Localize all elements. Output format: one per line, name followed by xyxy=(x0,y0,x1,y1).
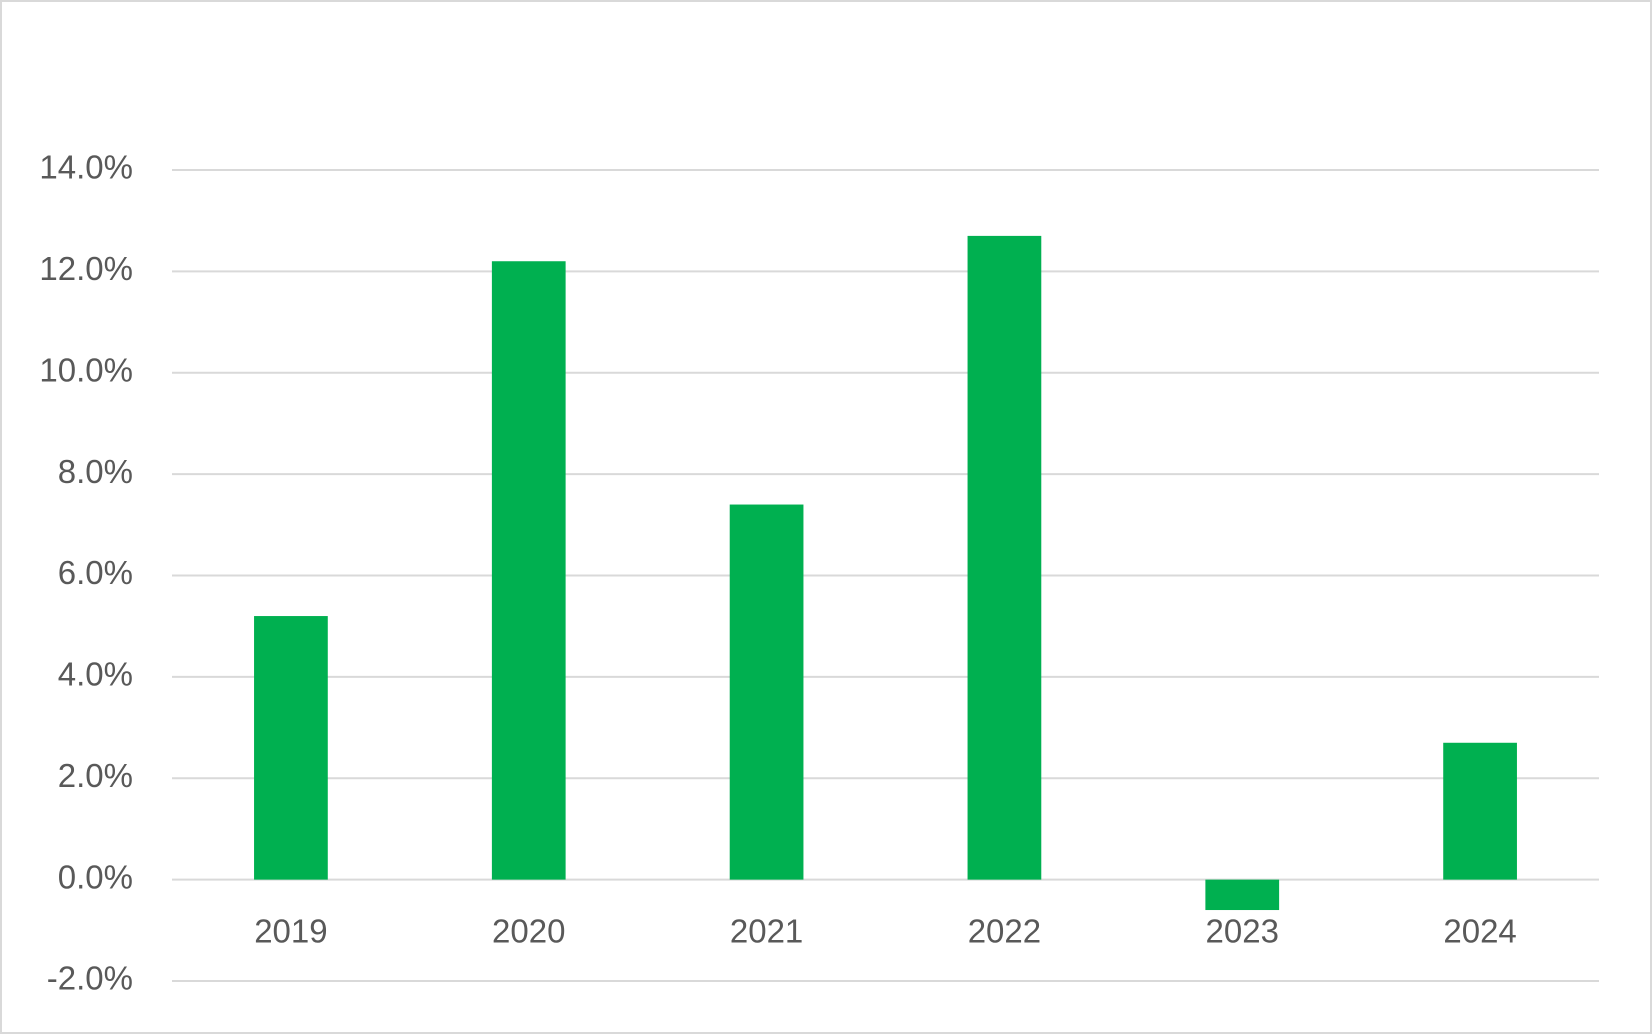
x-tick-label: 2024 xyxy=(1443,912,1516,949)
y-tick-label: 6.0% xyxy=(58,554,133,591)
y-tick-label: 10.0% xyxy=(39,351,133,388)
y-tick-label: 8.0% xyxy=(58,453,133,490)
x-tick-label: 2020 xyxy=(492,912,565,949)
bar xyxy=(491,261,566,880)
bar xyxy=(967,235,1042,880)
x-tick-label: 2021 xyxy=(730,912,803,949)
y-tick-label: 14.0% xyxy=(39,149,133,186)
bar xyxy=(1443,742,1517,880)
bar xyxy=(1205,879,1280,911)
y-tick-label: 4.0% xyxy=(58,656,133,693)
bar xyxy=(254,616,328,880)
y-tick-label: 12.0% xyxy=(39,250,133,287)
x-tick-label: 2019 xyxy=(254,912,327,949)
bar xyxy=(729,504,804,880)
x-tick-label: 2022 xyxy=(968,912,1041,949)
x-tick-label: 2023 xyxy=(1206,912,1279,949)
y-tick-label: 0.0% xyxy=(58,858,133,895)
y-tick-label: 2.0% xyxy=(58,757,133,794)
y-tick-label: -2.0% xyxy=(47,960,133,997)
